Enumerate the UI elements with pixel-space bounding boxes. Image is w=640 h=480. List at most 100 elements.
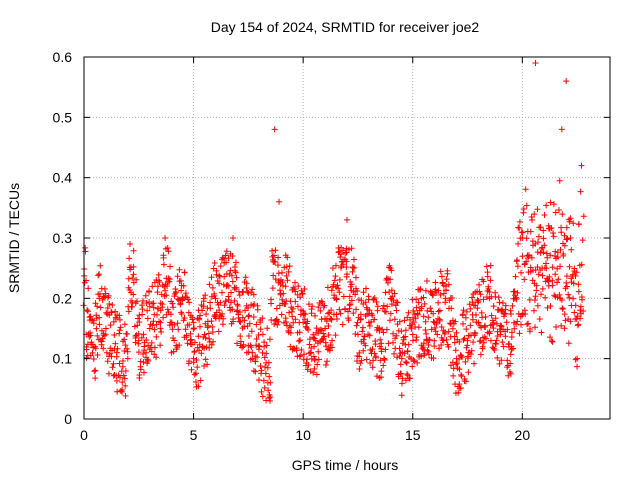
y-tick-label: 0.6 bbox=[53, 49, 73, 65]
axis-ticks bbox=[83, 56, 610, 420]
data-point bbox=[270, 252, 277, 259]
data-point bbox=[360, 347, 367, 354]
data-point bbox=[414, 359, 421, 366]
data-point bbox=[477, 351, 484, 358]
data-point bbox=[111, 331, 118, 338]
data-point bbox=[547, 252, 554, 259]
data-point bbox=[240, 289, 247, 296]
data-point bbox=[549, 338, 556, 345]
data-point bbox=[474, 305, 481, 312]
data-point bbox=[105, 370, 112, 377]
data-point bbox=[487, 337, 494, 344]
data-point bbox=[110, 318, 117, 325]
data-point bbox=[318, 327, 325, 334]
data-point bbox=[112, 340, 119, 347]
data-point bbox=[518, 269, 525, 276]
data-point bbox=[449, 325, 456, 332]
data-point bbox=[435, 308, 442, 315]
data-point bbox=[561, 311, 568, 318]
data-point bbox=[281, 264, 288, 271]
data-point bbox=[139, 297, 146, 304]
data-point bbox=[388, 287, 395, 294]
data-point bbox=[405, 341, 412, 348]
data-point bbox=[123, 345, 130, 352]
data-point bbox=[387, 295, 394, 302]
data-point bbox=[551, 292, 558, 299]
data-point bbox=[227, 289, 234, 296]
data-point bbox=[385, 340, 392, 347]
data-point bbox=[237, 319, 244, 326]
data-point bbox=[407, 316, 414, 323]
data-point bbox=[268, 296, 275, 303]
data-point bbox=[100, 345, 107, 352]
data-point bbox=[354, 288, 361, 295]
data-point bbox=[574, 363, 581, 370]
data-point bbox=[362, 285, 369, 292]
x-axis-label: GPS time / hours bbox=[292, 457, 399, 473]
data-point bbox=[459, 354, 466, 361]
data-point bbox=[194, 364, 201, 371]
data-point bbox=[157, 307, 164, 314]
data-point bbox=[308, 306, 315, 313]
x-tick-label: 5 bbox=[190, 427, 198, 443]
data-point bbox=[413, 334, 420, 341]
data-point bbox=[106, 312, 113, 319]
data-point bbox=[564, 235, 571, 242]
data-point bbox=[520, 205, 527, 212]
y-tick-label: 0 bbox=[64, 411, 72, 427]
data-point bbox=[311, 343, 318, 350]
data-point bbox=[233, 274, 240, 281]
data-point bbox=[523, 202, 530, 209]
data-point bbox=[413, 304, 420, 311]
data-point bbox=[119, 363, 126, 370]
data-point bbox=[222, 298, 229, 305]
data-point bbox=[410, 356, 417, 363]
data-point bbox=[540, 235, 547, 242]
data-point bbox=[391, 290, 398, 297]
data-point bbox=[166, 278, 173, 285]
data-point bbox=[366, 307, 373, 314]
data-point bbox=[331, 277, 338, 284]
data-point bbox=[404, 314, 411, 321]
data-point bbox=[534, 264, 541, 271]
data-point bbox=[253, 342, 260, 349]
data-point bbox=[271, 321, 278, 328]
data-point bbox=[468, 347, 475, 354]
data-point bbox=[408, 355, 415, 362]
data-point bbox=[514, 263, 521, 270]
data-point bbox=[91, 343, 98, 350]
data-point bbox=[144, 307, 151, 314]
data-point bbox=[398, 392, 405, 399]
data-point bbox=[208, 274, 215, 281]
data-point bbox=[401, 317, 408, 324]
data-point bbox=[420, 340, 427, 347]
data-point bbox=[430, 292, 437, 299]
data-point bbox=[387, 276, 394, 283]
data-point bbox=[164, 244, 171, 251]
data-point bbox=[96, 271, 103, 278]
data-point bbox=[377, 336, 384, 343]
data-point bbox=[99, 335, 106, 342]
data-point bbox=[240, 341, 247, 348]
data-point bbox=[139, 306, 146, 313]
data-point bbox=[420, 313, 427, 320]
data-point bbox=[436, 345, 443, 352]
data-point bbox=[575, 221, 582, 228]
data-point bbox=[204, 324, 211, 331]
data-point bbox=[317, 307, 324, 314]
data-point bbox=[282, 283, 289, 290]
data-point bbox=[358, 297, 365, 304]
data-point bbox=[335, 285, 342, 292]
x-tick-label: 0 bbox=[80, 427, 88, 443]
data-point bbox=[422, 318, 429, 325]
data-point bbox=[452, 347, 459, 354]
data-point bbox=[442, 329, 449, 336]
data-point bbox=[494, 354, 501, 361]
data-point bbox=[261, 339, 268, 346]
data-point bbox=[174, 320, 181, 327]
data-point bbox=[563, 283, 570, 290]
data-point bbox=[343, 258, 350, 265]
data-point bbox=[315, 348, 322, 355]
data-point bbox=[250, 291, 257, 298]
data-point bbox=[169, 326, 176, 333]
